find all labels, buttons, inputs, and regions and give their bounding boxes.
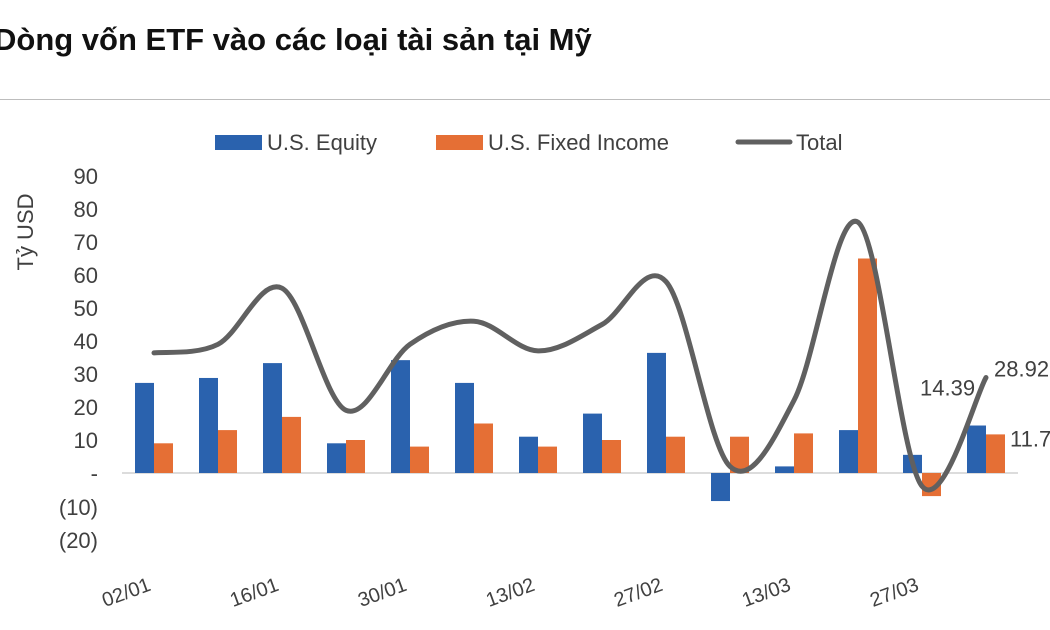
chart-title: Dòng vốn ETF vào các loại tài sản tại Mỹ — [0, 22, 592, 57]
y-tick-label: 10 — [74, 428, 98, 453]
equity-bar — [839, 430, 858, 473]
fixed-income-bar — [602, 440, 621, 473]
legend-item: Total — [735, 130, 842, 155]
equity-bar — [327, 443, 346, 473]
fixed-income-bar — [794, 433, 813, 473]
legend-item: U.S. Fixed Income — [436, 130, 669, 155]
y-tick-label: 50 — [74, 296, 98, 321]
legend: U.S. Equity U.S. Fixed Income Total — [215, 130, 842, 155]
equity-bar — [711, 473, 730, 502]
y-tick-label: 40 — [74, 329, 98, 354]
legend-label: U.S. Fixed Income — [488, 130, 669, 155]
equity-bar — [583, 413, 602, 473]
x-tick-label: 02/01 — [99, 574, 154, 612]
legend-swatch — [436, 135, 483, 150]
y-tick-label: 30 — [74, 362, 98, 387]
fixed-income-data-label: 11.7 — [1010, 426, 1050, 451]
fixed-income-bar — [986, 434, 1005, 473]
total-data-label: 28.92 — [994, 357, 1049, 382]
equity-bar — [775, 466, 794, 473]
x-tick-label: 27/02 — [611, 574, 666, 612]
equity-data-label: 14.39 — [920, 376, 975, 401]
fixed-income-bar — [218, 430, 237, 473]
y-tick-label: (20) — [59, 528, 98, 553]
x-tick-label: 30/01 — [355, 574, 410, 612]
y-tick-label: 60 — [74, 263, 98, 288]
y-tick-label: - — [91, 461, 98, 486]
fixed-income-bar — [666, 436, 685, 473]
fixed-income-bar — [282, 416, 301, 473]
equity-bar — [967, 425, 986, 473]
equity-bar — [199, 377, 218, 473]
y-tick-label: 20 — [74, 395, 98, 420]
y-tick-label: (10) — [59, 495, 98, 520]
y-tick-label: 80 — [74, 197, 98, 222]
equity-bar — [455, 382, 474, 473]
fixed-income-bar — [858, 258, 877, 473]
legend-item: U.S. Equity — [215, 130, 377, 155]
equity-bar — [135, 382, 154, 473]
equity-bar — [391, 360, 410, 473]
legend-label: Total — [796, 130, 842, 155]
y-tick-label: 70 — [74, 230, 98, 255]
x-tick-label: 16/01 — [227, 574, 282, 612]
fixed-income-bar — [410, 446, 429, 473]
equity-bar — [263, 363, 282, 473]
fixed-income-bar — [474, 423, 493, 473]
total-line — [151, 218, 989, 493]
x-tick-label: 13/03 — [739, 574, 794, 612]
x-tick-label: 27/03 — [867, 574, 922, 612]
equity-bar — [519, 436, 538, 473]
fixed-income-bar — [346, 440, 365, 473]
y-axis-label: Tỷ USD — [13, 194, 38, 271]
fixed-income-bar — [154, 443, 173, 473]
equity-bar — [647, 352, 666, 473]
y-tick-label: 90 — [74, 164, 98, 189]
legend-swatch — [215, 135, 262, 150]
x-tick-label: 13/02 — [483, 574, 538, 612]
fixed-income-bar — [730, 436, 749, 473]
title-divider — [0, 99, 1050, 100]
fixed-income-bar — [538, 446, 557, 473]
legend-label: U.S. Equity — [267, 130, 377, 155]
